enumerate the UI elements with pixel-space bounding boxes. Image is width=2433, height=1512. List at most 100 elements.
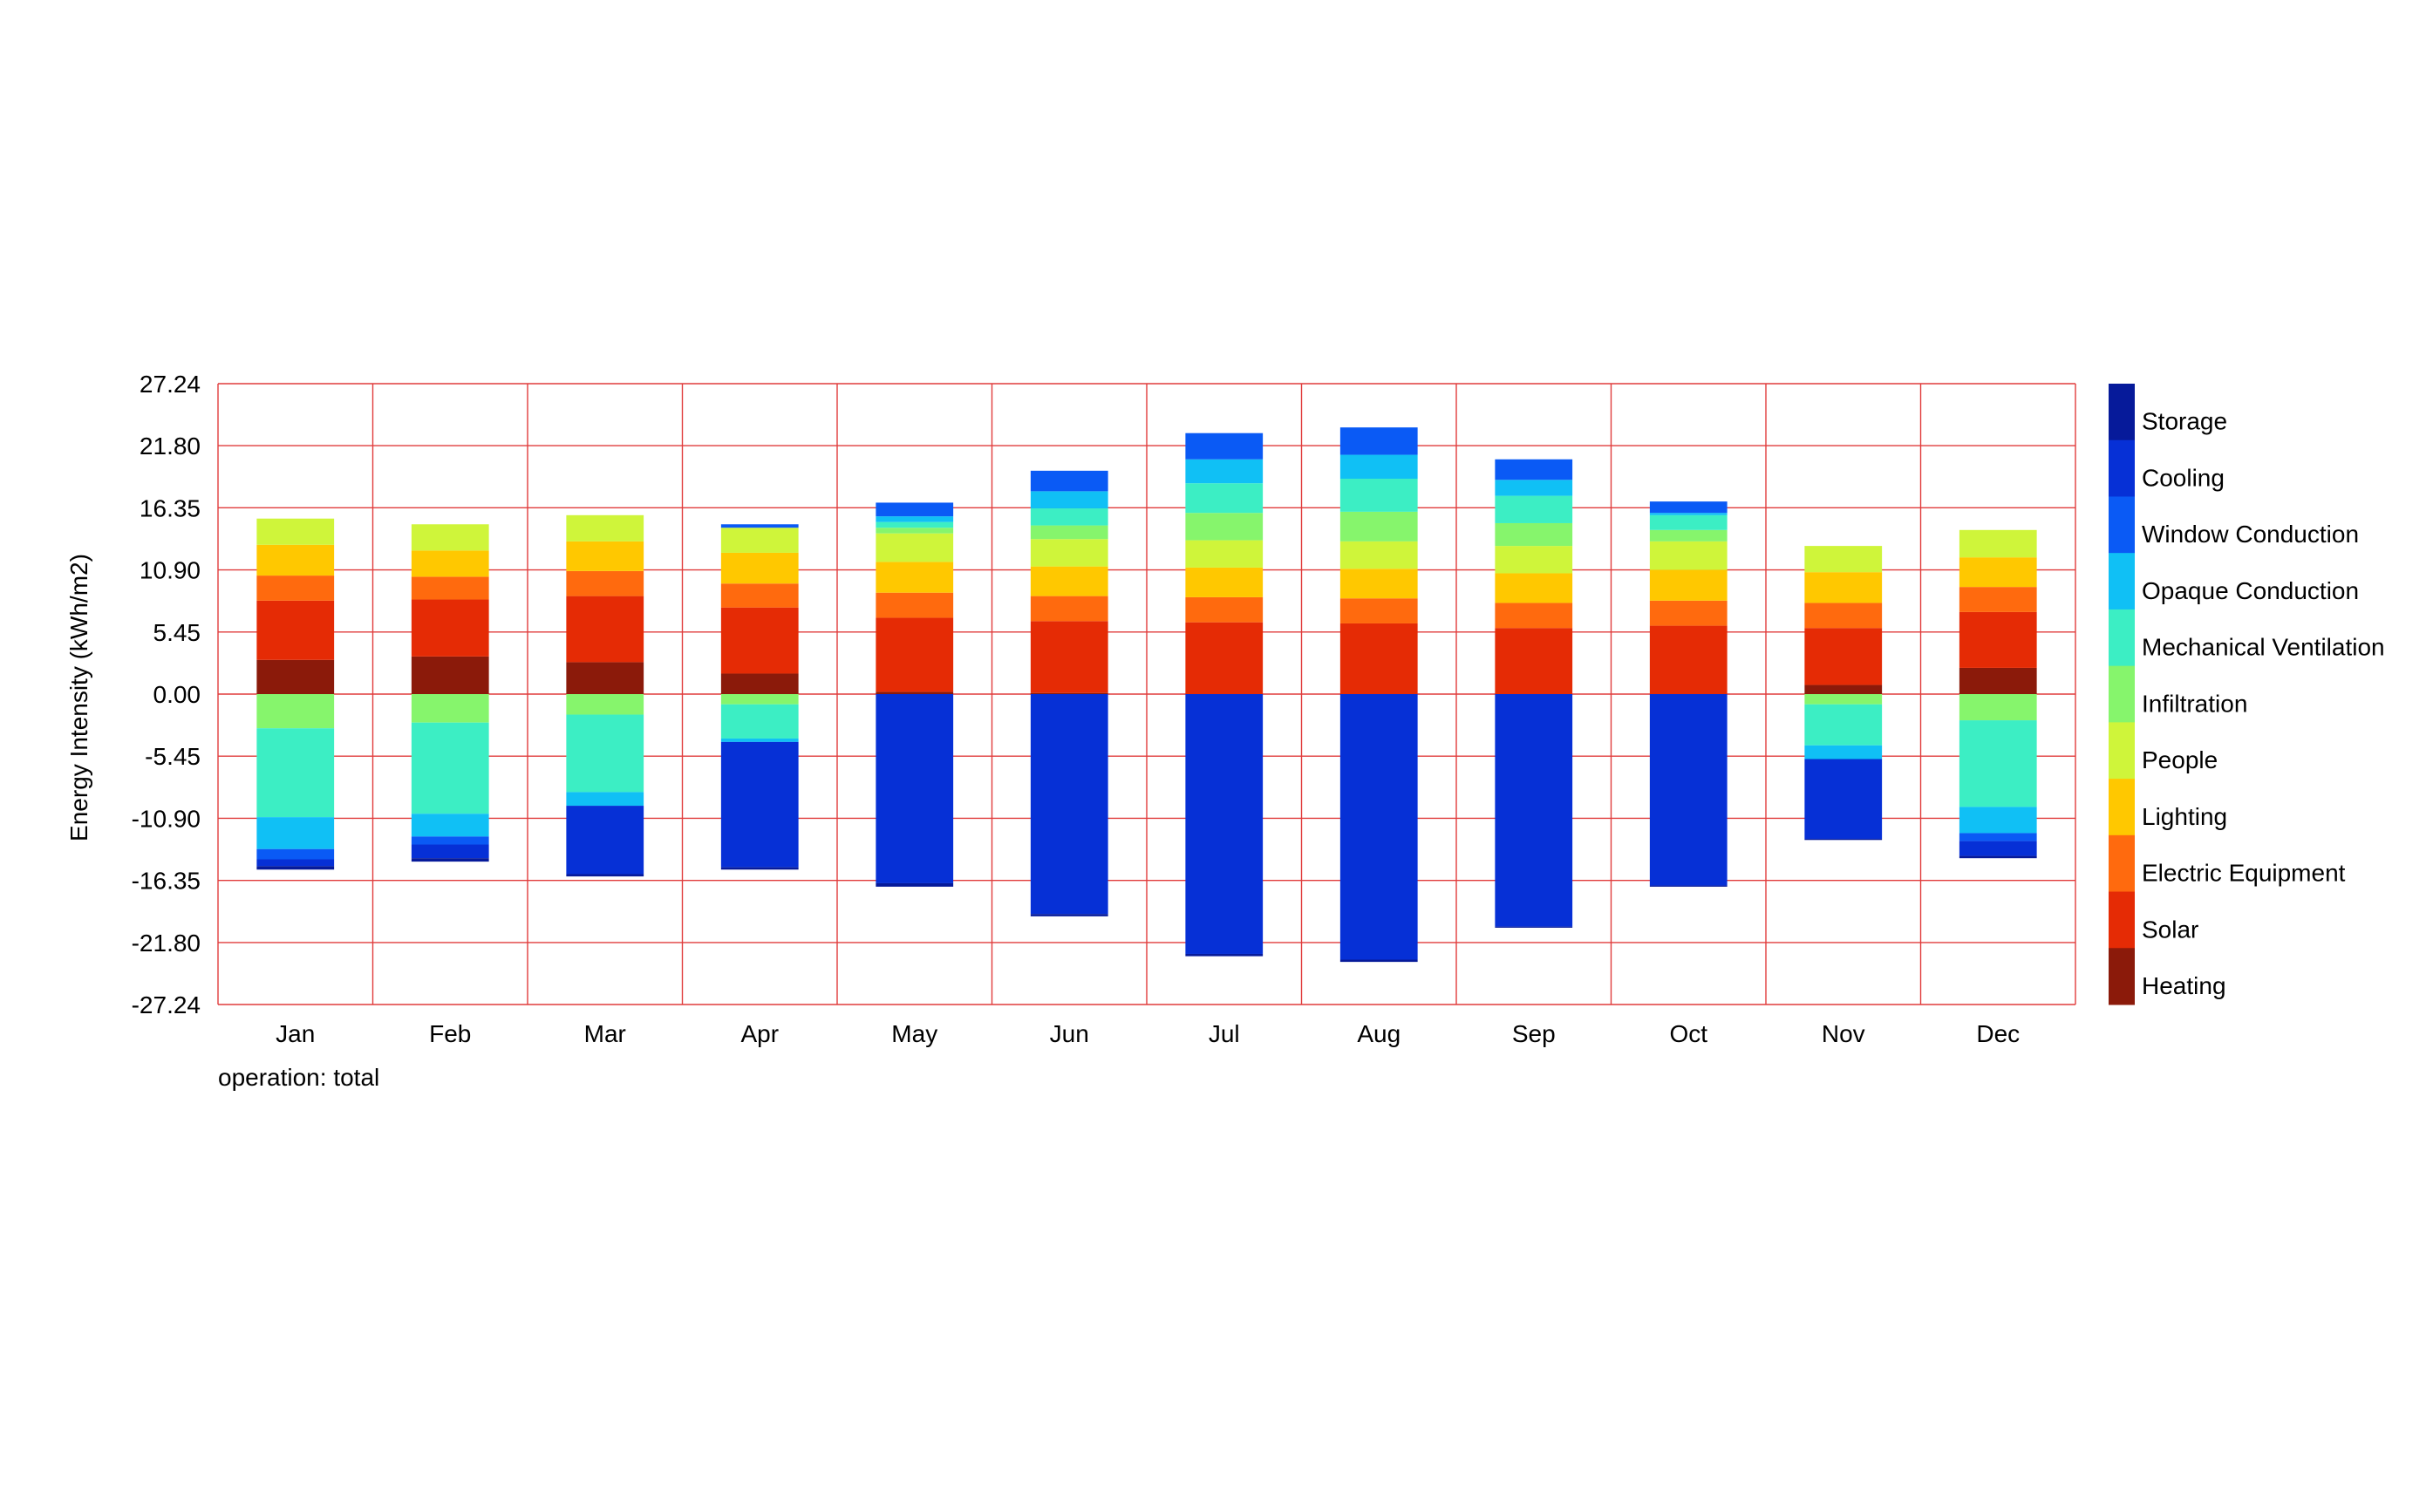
- x-tick-label: May: [891, 1020, 937, 1047]
- bar-segment-people: [1649, 541, 1728, 570]
- bar-segment-cooling: [720, 741, 799, 868]
- legend-swatch: [2109, 891, 2135, 949]
- bar-segment-opaque-conduction: [411, 814, 489, 837]
- bar-segment-window-conduction: [1495, 459, 1573, 480]
- legend-label: Solar: [2142, 916, 2198, 943]
- bar-segment-opaque-conduction: [1495, 480, 1573, 496]
- bar-segment-solar: [1339, 623, 1418, 694]
- bar-segment-storage: [1959, 855, 2037, 859]
- bar-segment-solar: [876, 617, 954, 692]
- bar-segment-electric-equipment: [1959, 587, 2037, 612]
- x-tick-label: Jan: [276, 1020, 315, 1047]
- bar-segment-opaque-conduction: [1339, 454, 1418, 479]
- chart-footnote: operation: total: [218, 1064, 379, 1091]
- legend-swatch: [2109, 948, 2135, 1005]
- bar-segment-storage: [1649, 885, 1728, 887]
- bar-segment-lighting: [1030, 566, 1108, 596]
- y-tick-label: 16.35: [140, 494, 201, 521]
- bar-segment-infiltration: [1804, 694, 1883, 705]
- bar-segment-infiltration: [1495, 522, 1573, 547]
- y-tick-label: 27.24: [140, 371, 201, 398]
- bar-segment-opaque-conduction: [1649, 513, 1728, 515]
- bar-segment-opaque-conduction: [1185, 459, 1264, 484]
- bar-segment-people: [1030, 539, 1108, 567]
- bar-segment-people: [876, 533, 954, 562]
- bar-segment-heating: [1030, 692, 1108, 694]
- x-tick-label: Apr: [740, 1020, 779, 1047]
- bar-segment-heating: [566, 662, 644, 694]
- bar-segment-heating: [1959, 667, 2037, 694]
- bar-segment-solar: [411, 599, 489, 657]
- bar-segment-electric-equipment: [256, 576, 335, 601]
- bar-segment-infiltration: [876, 528, 954, 534]
- y-axis-label: Energy Intensity (kWh/m2): [65, 554, 92, 841]
- bar-segment-electric-equipment: [1339, 598, 1418, 623]
- bar-segment-lighting: [256, 544, 335, 576]
- bar-segment-mechanical-ventilation: [1959, 720, 2037, 807]
- bar-segment-opaque-conduction: [566, 792, 644, 807]
- bar-segment-people: [566, 514, 644, 541]
- y-tick-label: -5.45: [145, 743, 201, 770]
- y-tick-label: 5.45: [153, 619, 201, 646]
- bar-segment-people: [720, 528, 799, 553]
- bar-segment-window-conduction: [876, 502, 954, 517]
- bar-segment-lighting: [1804, 572, 1883, 603]
- bar-segment-storage: [1495, 926, 1573, 928]
- bar-segment-electric-equipment: [1649, 600, 1728, 626]
- bar-segment-mechanical-ventilation: [1649, 514, 1728, 530]
- bar-segment-lighting: [1339, 569, 1418, 599]
- bar-segment-cooling: [1495, 694, 1573, 927]
- legend-swatch: [2109, 496, 2135, 554]
- bar-segment-opaque-conduction: [720, 738, 799, 742]
- bar-segment-cooling: [1804, 759, 1883, 839]
- bar-segment-window-conduction: [1030, 470, 1108, 492]
- bar-segment-electric-equipment: [1030, 596, 1108, 622]
- x-tick-label: Mar: [584, 1020, 626, 1047]
- legend-swatch: [2109, 722, 2135, 780]
- bar-segment-mechanical-ventilation: [876, 521, 954, 528]
- bar-segment-people: [1959, 529, 2037, 558]
- bar-segment-lighting: [1959, 557, 2037, 588]
- bar-segment-infiltration: [566, 694, 644, 715]
- bar-segment-electric-equipment: [566, 570, 644, 596]
- bar-segment-window-conduction: [1339, 427, 1418, 455]
- bar-segment-electric-equipment: [1804, 603, 1883, 629]
- bar-segment-electric-equipment: [1185, 596, 1264, 623]
- bar-segment-lighting: [720, 552, 799, 584]
- bar-segment-lighting: [1185, 567, 1264, 597]
- legend-label: Electric Equipment: [2142, 860, 2346, 887]
- bar-segment-infiltration: [1185, 513, 1264, 541]
- bar-segment-window-conduction: [256, 848, 335, 860]
- x-tick-label: Dec: [1976, 1020, 2020, 1047]
- bar-segment-electric-equipment: [720, 583, 799, 608]
- bar-segment-people: [256, 518, 335, 545]
- legend-label: Mechanical Ventilation: [2142, 634, 2385, 661]
- bar-segment-opaque-conduction: [876, 516, 954, 522]
- legend-swatch: [2109, 665, 2135, 723]
- bar-segment-cooling: [1339, 694, 1418, 960]
- legend-swatch: [2109, 779, 2135, 836]
- bar-segment-storage: [256, 866, 335, 870]
- legend: Storage Cooling Window Conduction Opaque Co…: [2109, 384, 2385, 1005]
- bar-segment-solar: [566, 596, 644, 663]
- bar-segment-mechanical-ventilation: [1804, 704, 1883, 746]
- bar-segment-window-conduction: [1959, 833, 2037, 841]
- legend-label: Opaque Conduction: [2142, 577, 2359, 604]
- legend-label: Lighting: [2142, 803, 2227, 830]
- bar-segment-window-conduction: [720, 524, 799, 528]
- x-tick-label: Oct: [1669, 1020, 1707, 1047]
- bar-segment-mechanical-ventilation: [566, 714, 644, 793]
- bar-segment-lighting: [411, 550, 489, 577]
- y-tick-label: -16.35: [132, 868, 201, 895]
- bar-segment-mechanical-ventilation: [256, 728, 335, 818]
- x-tick-labels: Jan Feb Mar Apr May Jun Jul Aug Sep Oct Nov Dec: [276, 1020, 2020, 1047]
- bar-segment-cooling: [566, 806, 644, 875]
- x-tick-label: Feb: [429, 1020, 471, 1047]
- x-tick-label: Nov: [1822, 1020, 1865, 1047]
- bar-segment-infiltration: [256, 694, 335, 729]
- bar-segment-heating: [1804, 684, 1883, 694]
- legend-label: Infiltration: [2142, 690, 2247, 717]
- x-tick-label: Jun: [1050, 1020, 1089, 1047]
- bar-segment-window-conduction: [1185, 432, 1264, 460]
